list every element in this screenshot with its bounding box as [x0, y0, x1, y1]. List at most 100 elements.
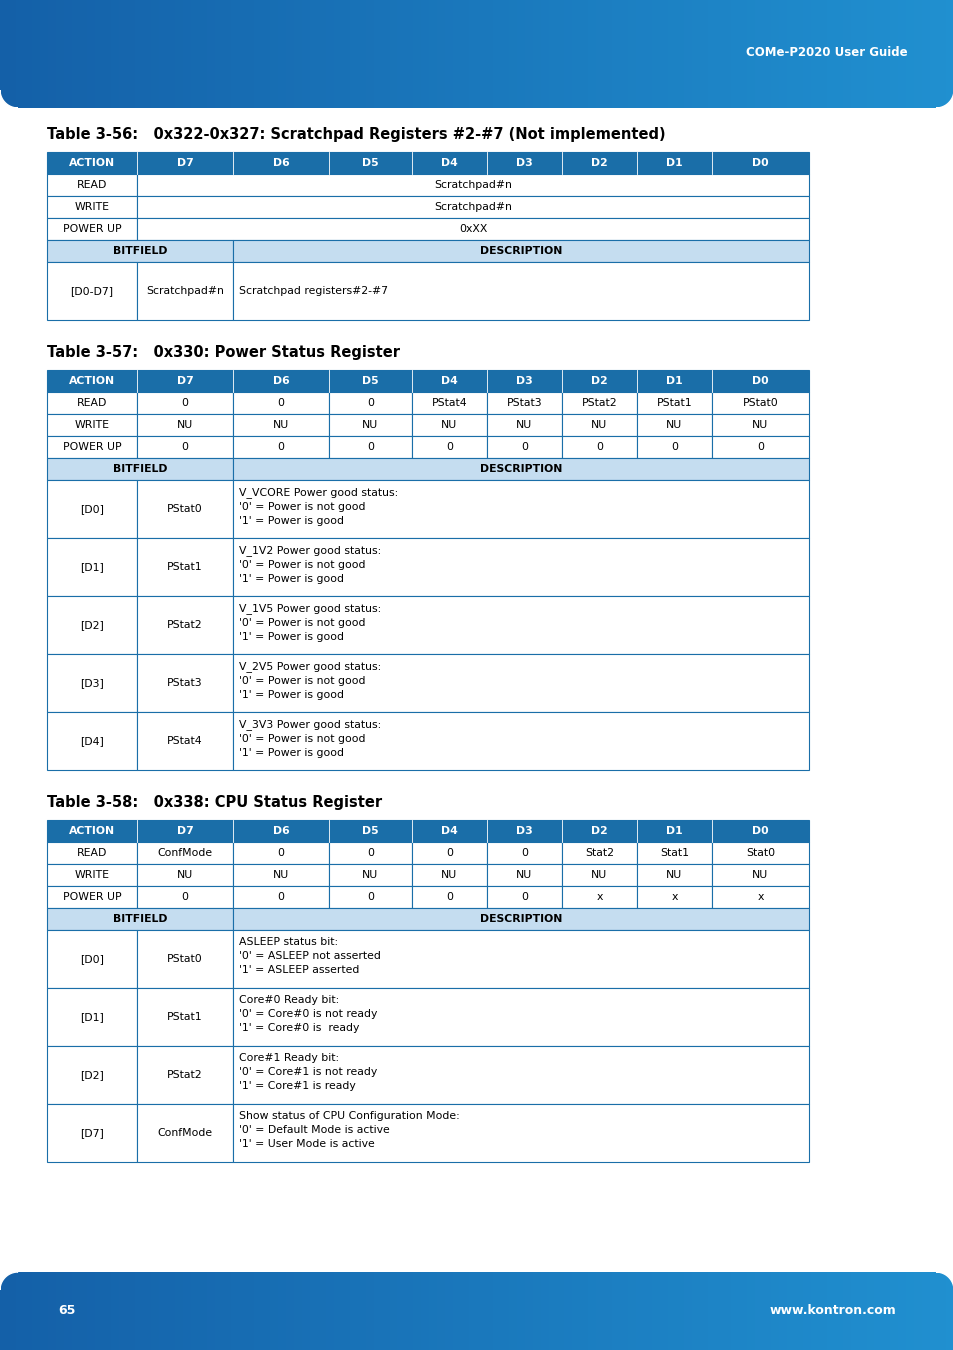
- Bar: [476, 1272, 485, 1350]
- Bar: [882, 0, 890, 108]
- Bar: [24, 1272, 32, 1350]
- Bar: [317, 1272, 326, 1350]
- Text: PStat2: PStat2: [167, 620, 203, 630]
- Bar: [137, 262, 233, 320]
- Text: Scratchpad#n: Scratchpad#n: [434, 180, 512, 190]
- Text: 0: 0: [181, 441, 189, 452]
- Bar: [127, 1272, 135, 1350]
- Bar: [233, 988, 808, 1046]
- Bar: [233, 240, 808, 262]
- Bar: [334, 1272, 342, 1350]
- Text: 0: 0: [277, 441, 284, 452]
- Bar: [711, 436, 808, 458]
- Bar: [898, 0, 906, 108]
- Bar: [47, 595, 137, 653]
- Bar: [637, 864, 711, 886]
- Bar: [137, 436, 233, 458]
- Bar: [64, 1272, 72, 1350]
- Text: D5: D5: [362, 826, 378, 836]
- Bar: [222, 0, 231, 108]
- Text: DESCRIPTION: DESCRIPTION: [479, 914, 561, 923]
- Text: D3: D3: [516, 826, 533, 836]
- Bar: [191, 1272, 199, 1350]
- Text: NU: NU: [591, 869, 607, 880]
- Bar: [770, 1272, 779, 1350]
- Text: NU: NU: [752, 869, 768, 880]
- Bar: [389, 0, 397, 108]
- Bar: [47, 153, 808, 174]
- Bar: [667, 1272, 676, 1350]
- Bar: [334, 0, 342, 108]
- Bar: [755, 1272, 763, 1350]
- Bar: [500, 0, 509, 108]
- Bar: [278, 1272, 287, 1350]
- Text: D7: D7: [176, 158, 193, 167]
- Bar: [233, 886, 329, 909]
- Bar: [643, 0, 652, 108]
- Bar: [103, 1272, 112, 1350]
- Bar: [207, 0, 215, 108]
- Bar: [858, 1272, 866, 1350]
- Text: BITFIELD: BITFIELD: [112, 464, 167, 474]
- Text: PStat2: PStat2: [167, 1071, 203, 1080]
- Text: POWER UP: POWER UP: [63, 892, 121, 902]
- Bar: [119, 0, 128, 108]
- Bar: [770, 0, 779, 108]
- Text: WRITE: WRITE: [74, 202, 110, 212]
- Bar: [755, 0, 763, 108]
- Bar: [326, 1272, 335, 1350]
- Bar: [865, 1272, 874, 1350]
- Bar: [350, 0, 358, 108]
- Bar: [532, 0, 540, 108]
- Bar: [834, 1272, 842, 1350]
- Bar: [627, 1272, 636, 1350]
- Bar: [636, 1272, 644, 1350]
- Text: [D1]: [D1]: [80, 562, 104, 572]
- Text: 0: 0: [446, 892, 453, 902]
- Bar: [493, 1272, 501, 1350]
- Bar: [486, 436, 561, 458]
- Bar: [137, 653, 233, 711]
- Bar: [627, 0, 636, 108]
- Bar: [841, 1272, 850, 1350]
- Text: D2: D2: [591, 377, 607, 386]
- Bar: [874, 1272, 882, 1350]
- Bar: [637, 886, 711, 909]
- Bar: [945, 0, 953, 108]
- Bar: [683, 0, 692, 108]
- Bar: [711, 886, 808, 909]
- Text: NU: NU: [591, 420, 607, 431]
- Text: D1: D1: [665, 158, 682, 167]
- Text: D5: D5: [362, 377, 378, 386]
- Text: Scratchpad registers#2-#7: Scratchpad registers#2-#7: [239, 286, 388, 296]
- Bar: [579, 1272, 588, 1350]
- Bar: [711, 414, 808, 436]
- Bar: [561, 414, 637, 436]
- Text: D0: D0: [751, 826, 768, 836]
- Text: 0: 0: [670, 441, 678, 452]
- Bar: [183, 1272, 192, 1350]
- Bar: [524, 1272, 533, 1350]
- Bar: [233, 930, 808, 988]
- Bar: [564, 0, 573, 108]
- Bar: [865, 0, 874, 108]
- Bar: [167, 1272, 175, 1350]
- Bar: [329, 392, 412, 414]
- Bar: [937, 0, 945, 108]
- Polygon shape: [0, 90, 18, 126]
- Text: 0: 0: [520, 848, 527, 859]
- Text: POWER UP: POWER UP: [63, 441, 121, 452]
- Text: 0: 0: [367, 848, 374, 859]
- Bar: [79, 1272, 88, 1350]
- Bar: [786, 0, 795, 108]
- Bar: [8, 0, 16, 108]
- Bar: [47, 819, 808, 842]
- Bar: [137, 930, 233, 988]
- Bar: [486, 886, 561, 909]
- Bar: [572, 0, 580, 108]
- Text: PStat3: PStat3: [167, 678, 203, 688]
- Bar: [517, 1272, 525, 1350]
- Text: PStat3: PStat3: [506, 398, 541, 408]
- Bar: [469, 1272, 477, 1350]
- Bar: [167, 0, 175, 108]
